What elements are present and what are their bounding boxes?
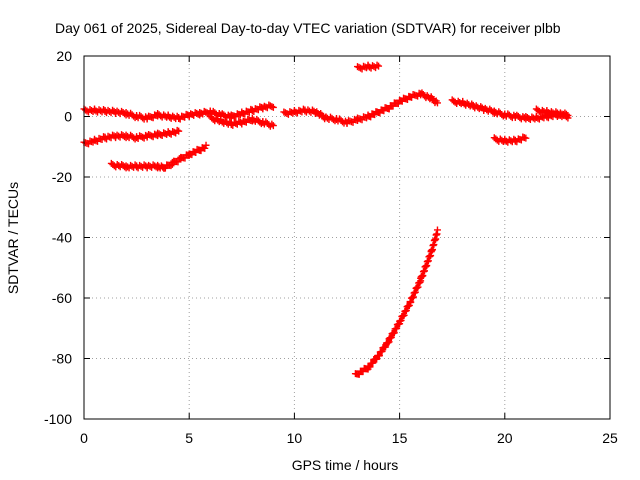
y-tick-label: 20 bbox=[56, 48, 72, 64]
data-point bbox=[384, 339, 392, 347]
x-axis-label: GPS time / hours bbox=[292, 457, 399, 473]
y-tick-label: -40 bbox=[52, 230, 72, 246]
data-point bbox=[402, 307, 410, 315]
data-point bbox=[202, 141, 210, 149]
series-track-late-upper bbox=[532, 105, 572, 119]
series-track-high bbox=[354, 61, 383, 73]
data-point bbox=[562, 110, 570, 118]
data-point bbox=[400, 311, 408, 319]
grid bbox=[84, 56, 610, 419]
series-track-offset bbox=[490, 133, 530, 146]
x-tick-label: 15 bbox=[392, 430, 408, 446]
y-tick-label: -60 bbox=[52, 290, 72, 306]
data-point bbox=[268, 103, 276, 111]
data-point bbox=[369, 359, 377, 367]
y-tick-label: 0 bbox=[64, 109, 72, 125]
chart-title: Day 061 of 2025, Sidereal Day-to-day VTE… bbox=[55, 20, 561, 36]
data-point bbox=[397, 316, 405, 324]
data-point bbox=[375, 352, 383, 360]
data-point bbox=[173, 126, 181, 134]
data-point bbox=[201, 144, 209, 152]
series-track-mid-dip bbox=[206, 113, 277, 130]
x-tick-label: 25 bbox=[602, 430, 618, 446]
data-point bbox=[373, 61, 381, 69]
y-axis-label: SDTVAR / TECUs bbox=[5, 182, 21, 294]
data-point bbox=[167, 162, 175, 170]
data-point bbox=[522, 134, 530, 142]
data-point bbox=[385, 338, 393, 346]
series-track-late bbox=[448, 96, 572, 124]
data-point bbox=[269, 122, 277, 130]
data-point bbox=[564, 111, 572, 119]
data-point bbox=[387, 333, 395, 341]
data-point bbox=[382, 343, 390, 351]
data-point bbox=[375, 62, 383, 70]
data-point bbox=[269, 103, 277, 111]
y-tick-label: -100 bbox=[44, 411, 72, 427]
series-track-center bbox=[280, 89, 441, 128]
ticks: 0 5 10 15 20 25 -100 -80 -60 -40 -20 0 20 bbox=[44, 48, 618, 446]
data-point bbox=[268, 120, 276, 128]
data-point bbox=[393, 324, 401, 332]
series-track-upper-main bbox=[80, 101, 277, 123]
data-point bbox=[175, 127, 183, 135]
x-tick-label: 0 bbox=[80, 430, 88, 446]
data-point bbox=[390, 329, 398, 337]
series-track-steep bbox=[351, 226, 441, 378]
series-track-low-2 bbox=[107, 141, 210, 172]
x-tick-label: 20 bbox=[497, 430, 513, 446]
series-track-low-1 bbox=[80, 126, 183, 148]
y-tick-label: -20 bbox=[52, 169, 72, 185]
data-point bbox=[433, 226, 441, 234]
data-point bbox=[433, 99, 441, 107]
y-tick-label: -80 bbox=[52, 351, 72, 367]
data-points bbox=[80, 61, 572, 378]
plot-frame bbox=[83, 55, 611, 420]
x-tick-label: 10 bbox=[287, 430, 303, 446]
x-tick-label: 5 bbox=[185, 430, 193, 446]
data-point bbox=[366, 363, 374, 371]
data-point bbox=[378, 347, 386, 355]
